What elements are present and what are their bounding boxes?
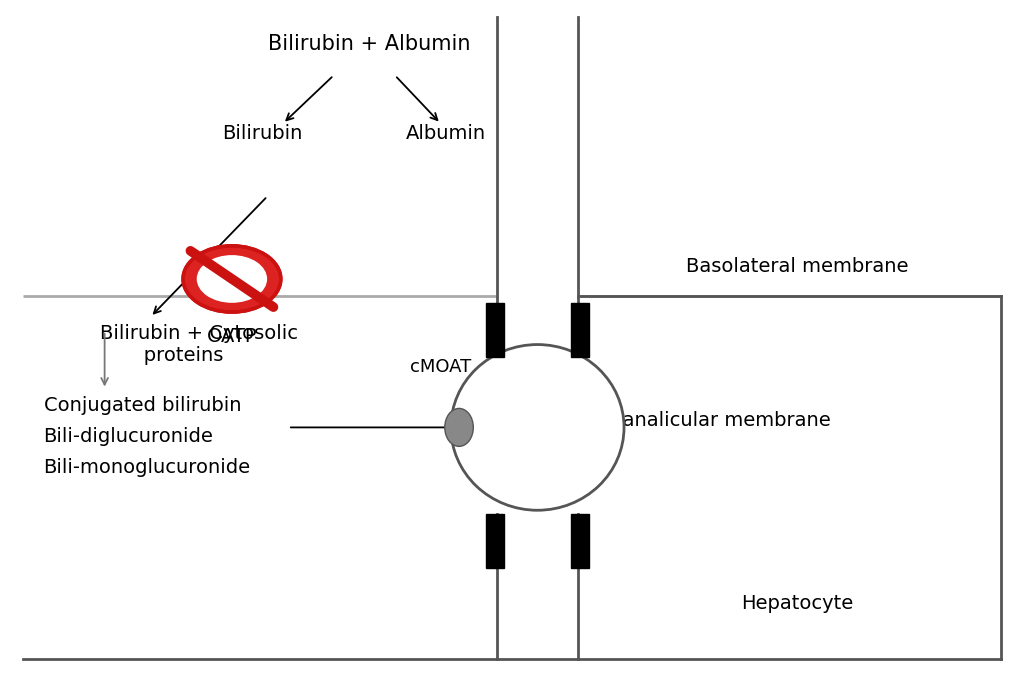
Bar — [485, 303, 504, 357]
Ellipse shape — [451, 345, 624, 510]
Bar — [570, 514, 589, 567]
Text: Canalicular membrane: Canalicular membrane — [608, 411, 830, 430]
Circle shape — [197, 255, 267, 303]
Bar — [485, 514, 504, 567]
Text: Conjugated bilirubin: Conjugated bilirubin — [43, 396, 241, 416]
Text: Bili-diglucuronide: Bili-diglucuronide — [43, 427, 213, 446]
Text: Bilirubin: Bilirubin — [222, 124, 303, 143]
Text: Albumin: Albumin — [406, 124, 485, 143]
Ellipse shape — [444, 409, 473, 446]
Text: Hepatocyte: Hepatocyte — [741, 594, 853, 613]
Text: cMOAT: cMOAT — [411, 358, 471, 376]
Text: Bilirubin + Cytosolic
       proteins: Bilirubin + Cytosolic proteins — [99, 324, 298, 365]
Circle shape — [183, 246, 281, 312]
Bar — [570, 303, 589, 357]
Text: Bilirubin + Albumin: Bilirubin + Albumin — [268, 34, 471, 54]
Text: OATP: OATP — [207, 327, 257, 347]
Text: Bili-monoglucuronide: Bili-monoglucuronide — [43, 459, 251, 477]
Text: Basolateral membrane: Basolateral membrane — [686, 257, 908, 276]
